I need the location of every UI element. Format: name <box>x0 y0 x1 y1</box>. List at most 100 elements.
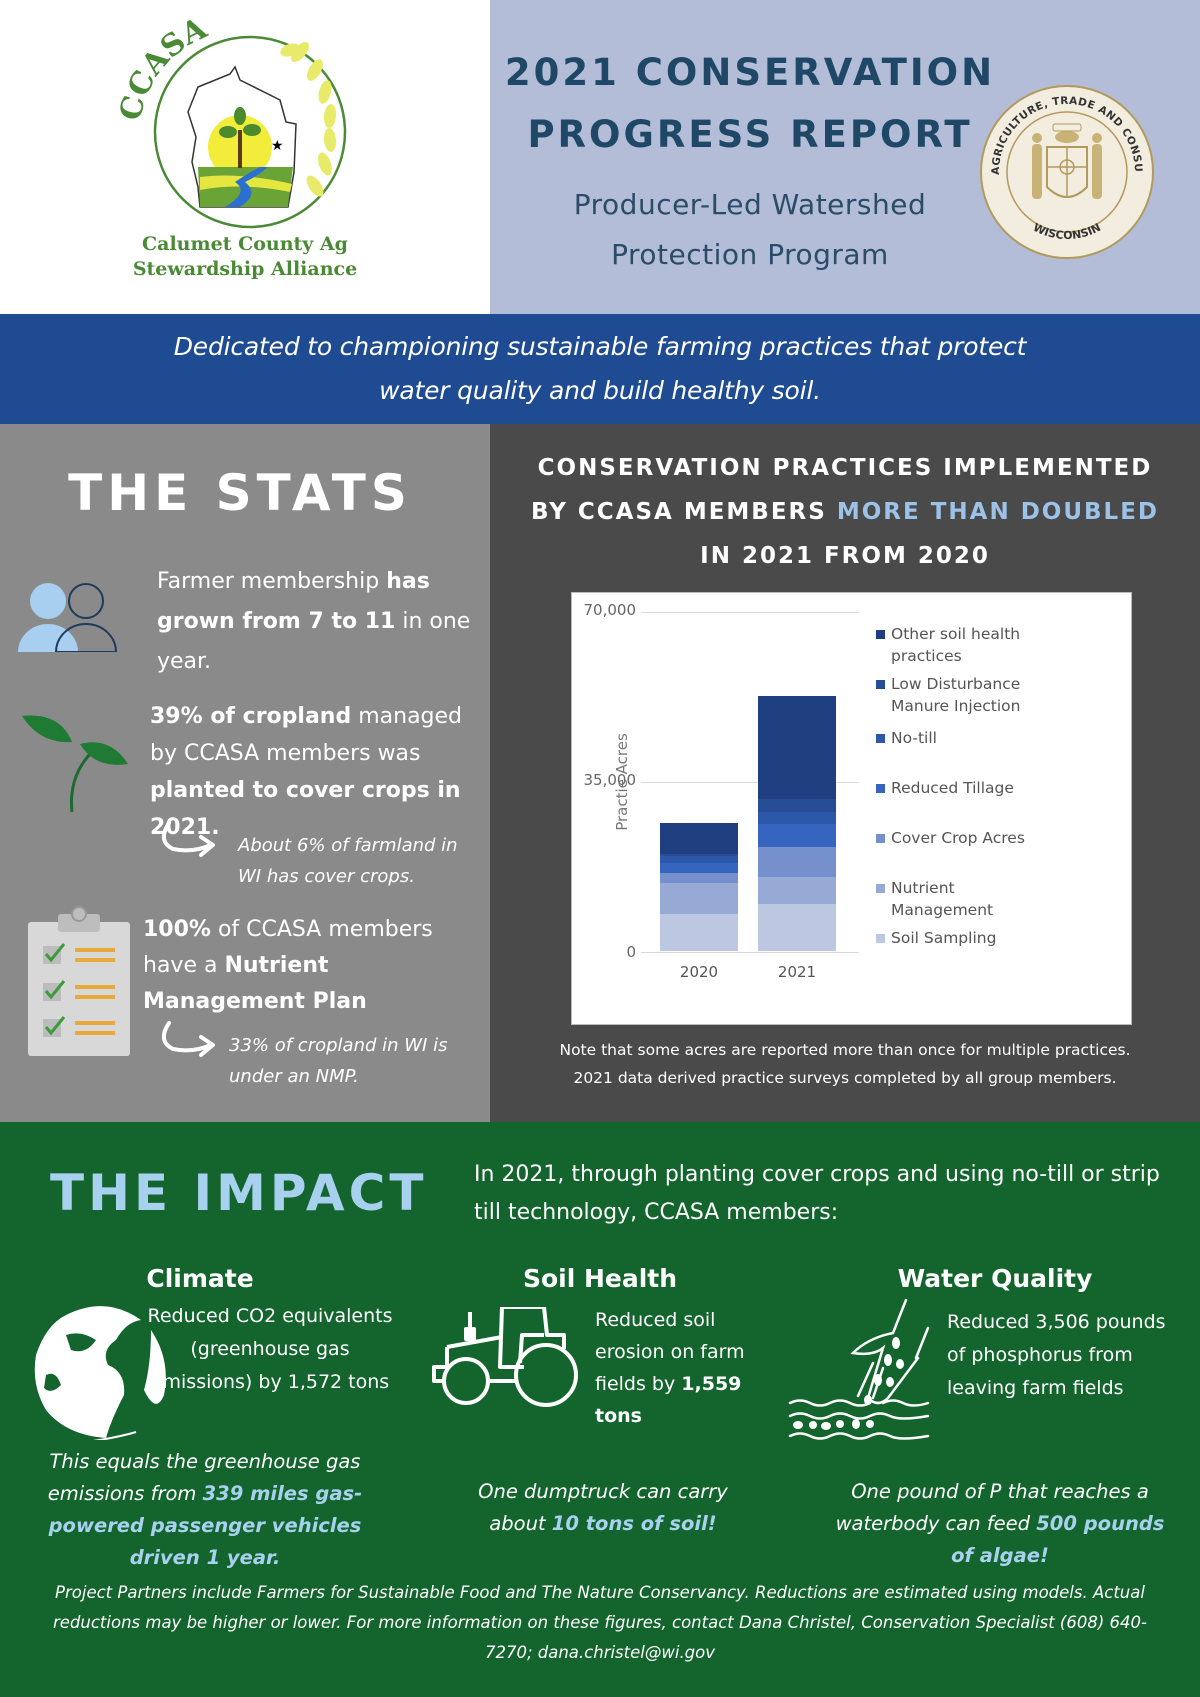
sprout-icon <box>22 715 128 813</box>
legend-item: Cover Crop Acres <box>876 827 1116 849</box>
legend-item: Nutrient Management <box>876 877 1116 921</box>
bar-2020[interactable] <box>660 823 738 951</box>
impact-note-highlight: 500 pounds of algae! <box>951 1512 1165 1567</box>
logo-name-line1: Calumet County Ag <box>142 233 348 255</box>
stat-nutrient-plan-note: 33% of cropland in WI is under an NMP. <box>229 1035 448 1087</box>
bar-segment[interactable] <box>758 904 836 951</box>
report-subtitle: Producer-Led Watershed Protection Progra… <box>500 180 1000 280</box>
legend-label: Low Disturbance Manure Injection <box>891 675 1021 715</box>
hand-seeds-icon <box>788 1298 930 1440</box>
bar-segment[interactable] <box>660 823 738 855</box>
ccasa-logo-icon: ★ CCASA <box>113 12 347 229</box>
impact-title: THE IMPACT <box>50 1164 428 1222</box>
legend-item: No-till <box>876 727 1116 749</box>
report-title-line1: 2021 CONSERVATION <box>504 51 996 94</box>
stat-text-bold: 39% of cropland <box>150 704 352 729</box>
bar-segment[interactable] <box>660 914 738 951</box>
bar-2021[interactable] <box>758 696 836 951</box>
footer-partners-contact: Project Partners include Farmers for Sus… <box>52 1583 1147 1662</box>
stat-cover-crops-note: About 6% of farmland in WI has cover cro… <box>238 835 458 887</box>
bar-segment[interactable] <box>758 696 836 800</box>
impact-soil-note: One dumptruck can carry about 10 tons of… <box>448 1476 758 1540</box>
bar-segment[interactable] <box>758 824 836 847</box>
legend-swatch <box>876 784 885 793</box>
legend-swatch <box>876 680 885 689</box>
chart-panel: CONSERVATION PRACTICES IMPLEMENTED BY CC… <box>490 424 1200 1122</box>
legend-label: No-till <box>891 729 937 747</box>
chart-heading-line1: CONSERVATION PRACTICES IMPLEMENTED <box>537 455 1153 481</box>
chart-heading-highlight: MORE THAN DOUBLED <box>836 499 1160 525</box>
report-header: ★ CCASA Calumet County Ag Stewardship Al… <box>0 0 1200 314</box>
legend-label: Soil Sampling <box>891 929 997 947</box>
chart-footnote: Note that some acres are reported more t… <box>490 1036 1200 1092</box>
legend-item: Other soil health practices <box>876 623 1116 667</box>
chart-heading: CONSERVATION PRACTICES IMPLEMENTED BY CC… <box>490 446 1200 578</box>
report-title: 2021 CONSERVATION PROGRESS REPORT <box>500 42 1000 166</box>
gridline <box>641 782 859 783</box>
stat-nutrient-plan: 100% of CCASA members have a Nutrient Ma… <box>143 912 453 1020</box>
legend-swatch <box>876 734 885 743</box>
x-tick: 2020 <box>679 963 719 981</box>
y-tick: 0 <box>626 943 636 961</box>
bar-segment[interactable] <box>660 862 738 874</box>
legend-label: Reduced Tillage <box>891 779 1014 797</box>
svg-text:★: ★ <box>271 138 284 154</box>
impact-climate-text: Reduced CO2 equivalents (greenhouse gas … <box>147 1305 393 1393</box>
bar-segment[interactable] <box>660 882 738 915</box>
impact-intro: In 2021, through planting cover crops an… <box>474 1162 1160 1225</box>
chart-footnote-line1: Note that some acres are reported more t… <box>559 1041 1131 1059</box>
bar-segment[interactable] <box>660 873 738 883</box>
people-icon <box>18 583 118 652</box>
bar-segment[interactable] <box>758 876 836 905</box>
stat-text-part: of CCASA members have a <box>143 917 433 978</box>
legend-label: Cover Crop Acres <box>891 829 1025 847</box>
chart-heading-line3: IN 2021 FROM 2020 <box>700 543 990 569</box>
stat-text-part: Farmer membership <box>157 569 387 594</box>
impact-water-note: One pound of P that reaches a waterbody … <box>835 1476 1165 1572</box>
stat-text-part: managed by CCASA members was <box>150 704 463 766</box>
bar-segment[interactable] <box>758 812 836 825</box>
y-tick: 70,000 <box>583 601 637 619</box>
chart-heading-line2: BY CCASA MEMBERS MORE THAN DOUBLED <box>490 490 1200 534</box>
stat-text-bold: 100% <box>143 917 211 942</box>
stat-membership: Farmer membership has grown from 7 to 11… <box>157 562 477 682</box>
bar-segment[interactable] <box>758 846 836 877</box>
legend-label: Nutrient Management <box>891 879 994 919</box>
impact-water-title: Water Quality <box>897 1264 1093 1293</box>
impact-text-bold: 1,559 tons <box>595 1373 742 1427</box>
gridline <box>641 612 859 613</box>
impact-water-text: Reduced 3,506 pounds of phosphorus from … <box>947 1311 1166 1399</box>
chart-heading-text: BY CCASA MEMBERS <box>530 499 837 525</box>
legend-item: Soil Sampling <box>876 927 1116 949</box>
bar-segment[interactable] <box>660 856 738 863</box>
stat-text-bold: Nutrient Management Plan <box>143 953 367 1014</box>
impact-section: THE IMPACT In 2021, through planting cov… <box>0 1122 1200 1697</box>
stat-text-part: in one year. <box>157 609 471 674</box>
tractor-icon <box>432 1307 578 1407</box>
impact-note-text: One pound of P that reaches a waterbody … <box>835 1480 1149 1535</box>
stacked-bar-chart: Practie Acres 70,000 35,000 0 2020 2021 … <box>571 592 1132 1025</box>
stats-title: THE STATS <box>68 464 412 522</box>
bar-segment[interactable] <box>660 854 738 857</box>
impact-note-text: This equals the greenhouse gas emissions… <box>47 1450 361 1505</box>
globe-icon <box>34 1306 166 1440</box>
x-tick: 2021 <box>777 963 817 981</box>
logo-org-name: Calumet County Ag Stewardship Alliance <box>100 232 390 282</box>
impact-note-highlight: 10 tons of soil! <box>551 1512 717 1535</box>
stat-text-bold: planted to cover crops in 2021. <box>150 778 461 840</box>
impact-text-part: Reduced soil erosion on farm fields by <box>595 1309 745 1395</box>
y-tick: 35,000 <box>583 771 637 789</box>
legend-label: Other soil health practices <box>891 625 1021 665</box>
legend-swatch <box>876 884 885 893</box>
impact-note-highlight: 339 miles gas-powered passenger vehicles… <box>48 1482 363 1569</box>
report-subtitle-line1: Producer-Led Watershed <box>573 188 927 221</box>
stats-section: THE STATS Farmer membership has grown fr… <box>0 424 490 1122</box>
legend-swatch <box>876 934 885 943</box>
bar-segment[interactable] <box>758 799 836 813</box>
legend-swatch <box>876 630 885 639</box>
stat-text-bold: has grown from 7 to 11 <box>157 569 430 634</box>
legend-item: Low Disturbance Manure Injection <box>876 673 1116 717</box>
curved-arrow-icon <box>161 1021 215 1057</box>
gridline <box>641 952 859 953</box>
impact-soil-text: Reduced soil erosion on farm fields by 1… <box>595 1304 765 1432</box>
